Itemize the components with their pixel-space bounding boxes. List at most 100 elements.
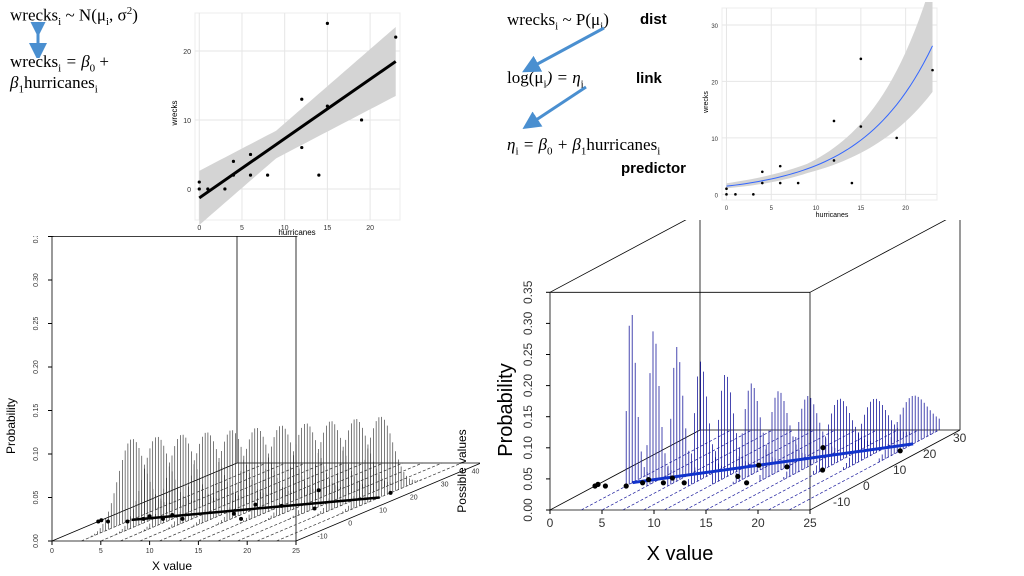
c4-xtick: 20 [751,516,765,530]
c3-point [106,519,111,524]
c3-ztick: 10 [379,508,387,515]
c1-point [359,118,364,122]
c2-point [832,119,836,123]
c4-point [756,462,762,468]
c2-point [931,68,934,72]
c1-point [197,180,201,184]
c1-point [317,173,321,177]
c4-guide [726,429,877,511]
c4-box-edge [809,429,961,511]
c3-ztick: 0 [348,521,352,528]
c3-point [180,516,185,521]
c2-point [725,193,728,196]
label-link: link [636,70,662,87]
c4-ztick: 0 [863,479,870,493]
c3-point [279,503,284,508]
c4-guide [685,429,836,511]
c4-ytick: 0.25 [521,342,535,366]
c1-xtick: 15 [323,225,331,232]
c4-point [646,477,652,483]
c1-point [248,152,253,157]
label-dist: dist [640,11,667,28]
normal-dist-equation: wrecksi ~ N(μi, σ2) [10,5,138,29]
c1-point [197,187,201,191]
c2-xtick: 5 [770,206,774,212]
c4-box-edge [549,429,701,511]
c1-point [206,187,210,191]
c3-point [96,519,101,524]
c1-ytick: 0 [187,187,191,194]
c1-xlabel: hurricanes [278,228,315,237]
c4-point [592,483,598,489]
c2-ylabel: wrecks [703,91,710,114]
c4-guide [789,429,940,511]
c4-ytick: 0.00 [521,498,535,522]
c2-point [859,125,863,128]
c4-point [820,445,826,451]
c3-ytick: 0.20 [33,360,40,374]
c3-guide [256,462,443,542]
c3-point [231,511,236,516]
c1-point [300,145,304,150]
c3-ytick: 0.35 [33,236,40,243]
c4-point [820,467,826,473]
normal-linear-equation-line2: β1hurricanesi [10,73,98,96]
c3-guide [276,462,462,542]
c3-xtick: 0 [50,548,54,555]
c2-ytick: 0 [715,193,719,199]
c1-point [231,159,236,163]
c1-point [248,173,253,177]
c3-guide [198,462,384,542]
c4-point [735,473,741,479]
c4-guide [581,429,732,511]
c4-tick-labels: 0 5 10 15 20 25 0.00 0.05 0.10 0.15 0.20 0.25 0.30 0.… [521,280,967,530]
c3-guide [81,462,267,542]
c2-point [778,181,782,185]
link-equation: log(μi) = ηi [507,68,584,91]
c4-guide [768,429,919,511]
c3-points [96,488,393,524]
c4-point [623,483,629,489]
c1-point [223,187,227,191]
c4-guide [705,429,857,511]
c3-xlabel: X value [152,559,192,573]
c3-ytick: 0.10 [33,447,40,461]
c3-ytick: 0.25 [33,317,40,331]
c3-xtick: 25 [292,548,300,555]
label-predictor: predictor [621,160,687,177]
c4-guide [622,429,773,511]
c3-ztick: 40 [472,469,480,476]
c1-point [325,104,329,108]
left-double-arrow [29,22,47,58]
c4-point [681,480,687,486]
c2-xtick: 10 [813,206,820,212]
c3-point [99,518,104,523]
c3-guide [100,462,286,542]
c4-ytick: 0.15 [521,405,535,429]
c3-ytick: 0.00 [33,534,40,548]
c3-point [141,516,146,521]
c3-tick-labels: 0 5 10 15 20 25 0.00 0.05 0.10 0.15 0.20 0.25 0.30 0.… [33,236,479,555]
c2-tick-labels: 0 5 10 15 20 0 10 20 30 [711,24,909,212]
c3-box [51,236,480,542]
c3-guide [120,462,306,542]
c1-xtick: 10 [281,225,289,232]
c2-point [850,181,854,185]
c3-box-edge [295,462,480,542]
c4-ytick: 0.10 [521,436,535,460]
c3-xtick: 10 [146,548,154,555]
c3-ztick: -10 [317,534,327,541]
c4-point [784,464,790,470]
c3-guide [178,462,365,542]
c4-point [744,480,750,486]
c2-xtick: 0 [725,206,729,212]
c2-point [895,136,898,140]
c4-xtick: 15 [699,516,713,530]
c4-xtick: 25 [803,516,817,530]
c3-xtick: 15 [195,548,203,555]
c4-guide [601,429,753,511]
c4-ytick: 0.05 [521,467,535,491]
c1-ylabel: wrecks [170,101,179,127]
c2-point [796,181,800,185]
c4-guide [664,429,815,511]
